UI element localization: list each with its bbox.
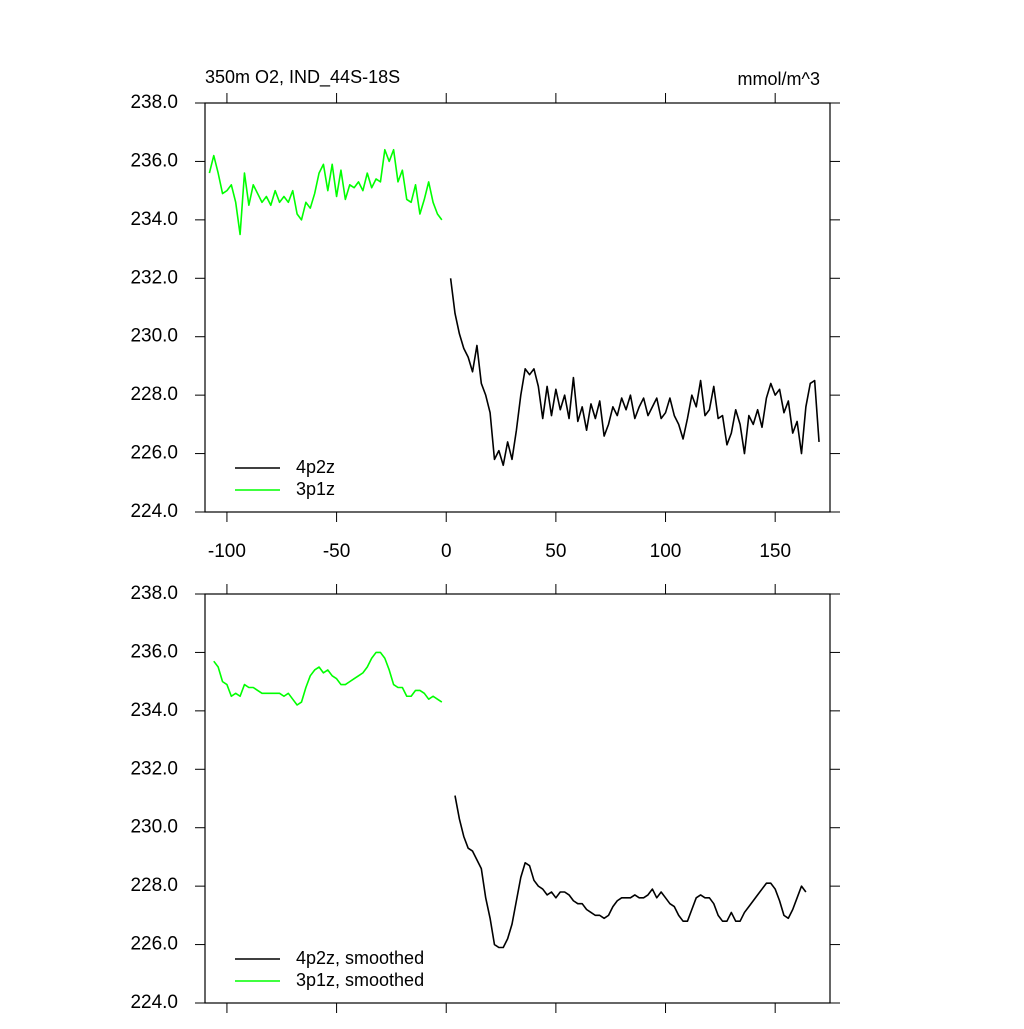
y-tick-label: 234.0: [130, 700, 178, 721]
legend-label: 4p2z: [296, 457, 335, 477]
data-line: [454, 795, 807, 949]
y-tick-label: 230.0: [130, 326, 178, 347]
y-tick-label: 236.0: [130, 641, 178, 662]
y-tick-label: 230.0: [130, 817, 178, 838]
data-line: [208, 148, 443, 236]
y-tick-label: 228.0: [130, 875, 178, 896]
y-tick-label: 232.0: [130, 267, 178, 288]
x-tick-label: 0: [441, 541, 452, 562]
y-tick-label: 238.0: [130, 92, 178, 113]
data-line: [213, 651, 443, 706]
x-tick-label: 150: [759, 541, 791, 562]
chart-title: 350m O2, IND_44S-18S: [205, 67, 400, 88]
y-tick-label: 226.0: [130, 934, 178, 955]
units-label: mmol/m^3: [738, 69, 820, 89]
y-tick-label: 234.0: [130, 209, 178, 230]
y-tick-label: 232.0: [130, 758, 178, 779]
y-tick-label: 228.0: [130, 384, 178, 405]
x-tick-label: 50: [545, 541, 566, 562]
plot-frame: [204, 593, 831, 1004]
y-tick-label: 224.0: [130, 501, 178, 522]
data-line: [449, 278, 820, 467]
legend-label: 3p1z: [296, 479, 335, 499]
legend-label: 3p1z, smoothed: [296, 970, 424, 990]
y-tick-label: 236.0: [130, 150, 178, 171]
x-tick-label: -100: [208, 541, 246, 562]
legend-label: 4p2z, smoothed: [296, 948, 424, 968]
y-tick-label: 224.0: [130, 992, 178, 1013]
y-tick-label: 226.0: [130, 443, 178, 464]
x-tick-label: 100: [650, 541, 682, 562]
plot-frame: [204, 102, 831, 513]
y-tick-label: 238.0: [130, 583, 178, 604]
x-tick-label: -50: [323, 541, 350, 562]
